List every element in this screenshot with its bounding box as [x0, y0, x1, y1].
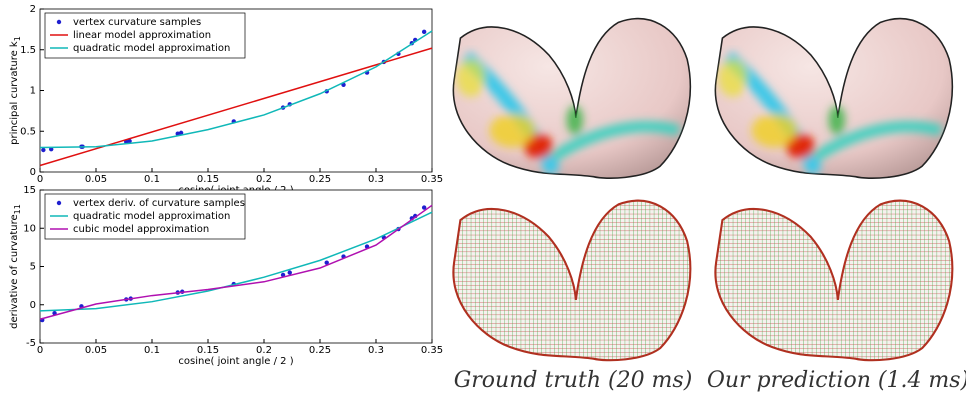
- y-tick-label: 0: [30, 300, 36, 311]
- x-tick-label: 0.3: [368, 345, 384, 356]
- y-tick-label: 0.5: [20, 126, 36, 137]
- data-point: [287, 270, 292, 275]
- x-tick-label: 0.2: [256, 174, 272, 185]
- y-tick-label: 0: [30, 167, 36, 178]
- x-tick-label: 0: [37, 345, 43, 356]
- legend-label: linear model approximation: [73, 30, 211, 41]
- x-tick-label: 0.15: [197, 345, 219, 356]
- data-point: [280, 272, 286, 278]
- data-point: [421, 205, 427, 210]
- y-tick-label: -5: [26, 338, 36, 349]
- y-axis-label: derivative of curvature11: [9, 204, 22, 329]
- y-axis-label-subscript: 11: [13, 204, 22, 214]
- legend-box: [44, 12, 246, 59]
- y-tick-label: 2: [30, 4, 36, 15]
- y-axis-label: principal curvature k1: [9, 36, 22, 145]
- model-line: [39, 204, 433, 321]
- caption: Ground truth (20 ms): [454, 368, 693, 393]
- x-tick-label: 0.35: [421, 174, 443, 185]
- legend-label: vertex deriv. of curvature samples: [73, 198, 245, 209]
- data-point: [324, 260, 329, 265]
- ground-truth-render: [453, 19, 690, 179]
- legend-marker: [56, 200, 62, 206]
- data-point: [421, 29, 427, 35]
- legend-label: cubic model approximation: [73, 224, 209, 235]
- x-tick-label: 0.1: [144, 174, 160, 185]
- x-tick-label: 0.3: [368, 174, 384, 185]
- legend-label: quadratic model approximation: [73, 211, 230, 222]
- y-tick-label: 1: [30, 86, 36, 97]
- legend-label: quadratic model approximation: [73, 43, 230, 54]
- x-tick-label: 0.1: [144, 345, 160, 356]
- y-axis-label-text: derivative of curvature: [9, 214, 20, 329]
- legend-marker: [56, 19, 62, 25]
- caption: Our prediction (1.4 ms): [707, 368, 966, 393]
- y-tick-label: 5: [30, 262, 36, 273]
- y-tick-label: 15: [23, 185, 36, 196]
- x-tick-label: 0.25: [309, 345, 331, 356]
- x-tick-label: 0.35: [421, 345, 443, 356]
- model-line: [39, 30, 433, 149]
- y-axis-label-text: principal curvature k: [9, 41, 20, 145]
- y-axis-label-subscript: 1: [13, 36, 22, 41]
- data-point: [127, 138, 132, 144]
- x-axis-label: cosine( joint angle / 2 ): [178, 356, 293, 367]
- x-tick-label: 0.05: [85, 174, 107, 185]
- data-point: [41, 147, 46, 153]
- x-tick-label: 0.2: [256, 345, 272, 356]
- y-tick-label: 10: [23, 223, 36, 234]
- x-tick-label: 0.25: [309, 174, 331, 185]
- legend-label: vertex curvature samples: [73, 17, 201, 28]
- legend-box: [44, 193, 246, 240]
- ground-truth-mesh: [453, 201, 690, 361]
- prediction-mesh: [715, 201, 952, 361]
- x-tick-label: 0.05: [85, 345, 107, 356]
- y-tick-label: 1.5: [20, 45, 36, 56]
- x-tick-label: 0.15: [197, 174, 219, 185]
- model-line: [39, 211, 433, 312]
- x-tick-label: 0: [37, 174, 43, 185]
- prediction-render: [715, 19, 952, 179]
- data-point: [178, 130, 184, 136]
